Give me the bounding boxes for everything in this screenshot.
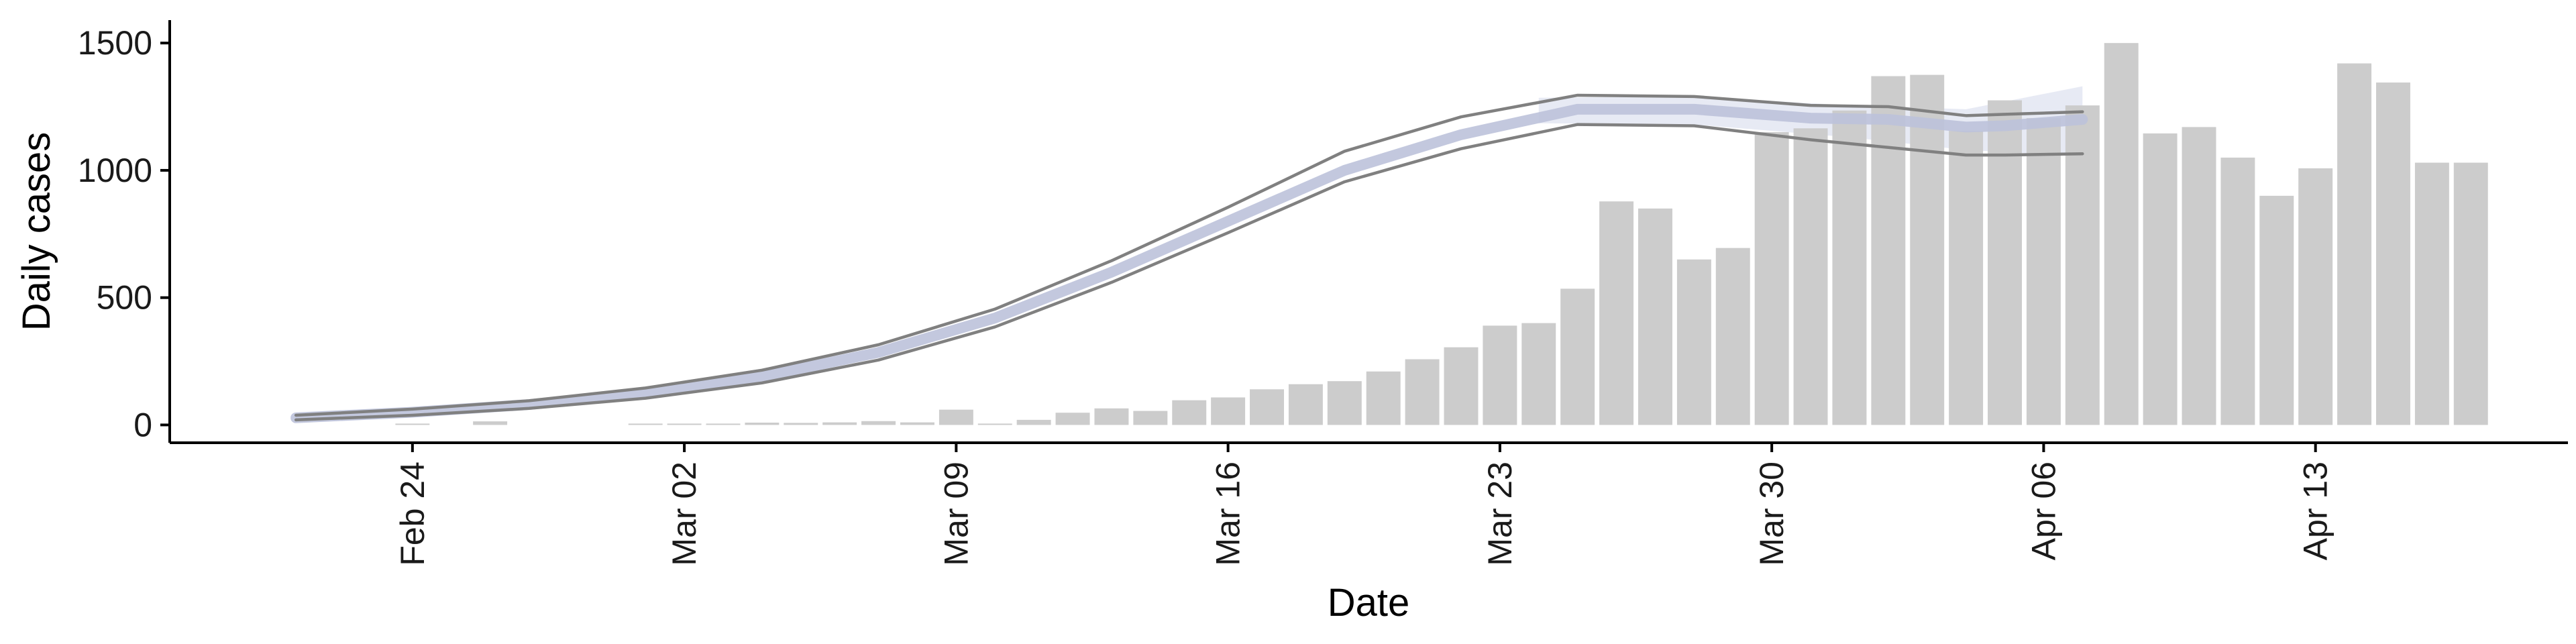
fitted-median-line [290,103,2088,423]
bar [1288,384,1323,425]
bar [1676,259,1711,425]
bar [2376,82,2410,425]
bar [1172,400,1207,425]
bar [822,422,857,425]
bar [1483,325,1517,425]
bar [2182,127,2216,425]
bar [1444,347,1479,425]
bar [938,409,973,425]
bars-layer [395,43,2488,425]
bar [1715,248,1750,425]
bar [628,423,663,425]
bar [2220,157,2255,425]
y-ticks: 0 500 1000 1500 [78,24,170,443]
bar [2337,63,2372,425]
bar [1754,131,1789,425]
bar [395,423,430,425]
bar [706,423,741,425]
bar [2026,118,2061,425]
y-tick-label: 1500 [78,24,152,62]
bar [1211,397,1246,425]
bar [1366,371,1401,425]
x-tick-label: Feb 24 [394,462,431,566]
x-tick-label: Mar 16 [1210,462,1247,566]
x-tick-label: Mar 09 [937,462,975,566]
y-tick-label: 500 [97,279,152,317]
bar [1133,411,1168,425]
lower-bound-line [294,123,2084,422]
bar [1327,381,1362,425]
bar [1988,100,2022,425]
bar [1638,208,1672,425]
bar [1560,288,1595,425]
bar [2143,133,2178,425]
bar [2104,43,2139,425]
bar [1599,201,1634,425]
bar [977,423,1012,425]
bar [1871,76,1906,425]
bar [473,421,508,425]
x-tick-label: Apr 06 [2025,462,2062,560]
y-tick-label: 1000 [78,152,152,189]
bar [1949,131,1984,425]
x-tick-label: Mar 02 [665,462,703,566]
bar [2259,195,2294,425]
bar [900,422,934,425]
bar [1521,323,1556,425]
bar [2414,162,2449,425]
bar [2298,168,2333,425]
y-axis-title: Daily cases [15,132,58,331]
bar [1910,74,1945,425]
bar [784,423,818,425]
bar [1405,359,1440,425]
bar [1250,389,1284,425]
bar [1055,413,1090,425]
x-tick-label: Mar 23 [1481,462,1519,566]
x-tick-label: Apr 13 [2297,462,2334,560]
bar [2453,162,2488,425]
bar [2065,105,2100,425]
fit-lines-layer [290,93,2088,423]
upper-bound-line [294,93,2084,417]
bar [667,423,702,425]
y-tick-label: 0 [133,406,152,443]
bar [745,423,780,425]
x-ticks: Feb 24 Mar 02 Mar 09 Mar 16 Mar 23 Mar 30 Apr … [394,443,2334,566]
x-tick-label: Mar 30 [1753,462,1790,566]
bar [1094,408,1129,425]
bar [1016,419,1051,425]
bar [1793,128,1828,425]
axes-layer [168,20,2568,444]
bar [861,421,896,425]
x-axis-title: Date [1328,581,1410,625]
bar [1832,110,1867,425]
